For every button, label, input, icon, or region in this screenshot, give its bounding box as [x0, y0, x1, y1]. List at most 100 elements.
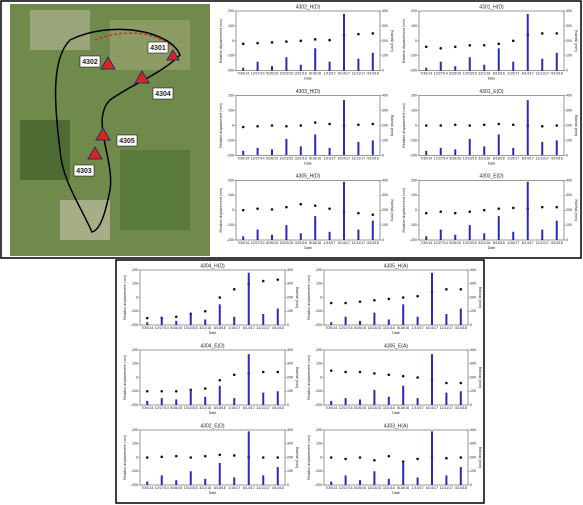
rainfall-bar [359, 400, 361, 406]
y-axis-label: Relative displacement (mm) [219, 188, 223, 233]
y-tick-label: 0 [415, 123, 417, 127]
x-tick-label: 11/11/17 [440, 326, 453, 330]
rainfall-bar [242, 68, 244, 71]
y2-tick-label: 0 [382, 153, 384, 157]
displacement-point [460, 456, 463, 459]
y-tick-label: -100 [131, 309, 138, 313]
x-tick-label: 8/18/16 [309, 156, 321, 160]
x-tick-label: 5/26/15 [266, 156, 278, 160]
x-tick-label: 5/26/15 [170, 486, 182, 490]
displacement-point [416, 295, 419, 298]
displacement-point [330, 302, 333, 305]
y2-tick-label: 300 [382, 193, 388, 197]
x-tick-label: 11/11/17 [352, 72, 365, 76]
x-axis-label: Date [304, 161, 312, 165]
y2-tick-label: 0 [470, 403, 472, 407]
x-tick-label: 3/21/16 [383, 486, 395, 490]
x-tick-label: 12/27/14 [155, 486, 169, 490]
y2-tick-label: 100 [566, 138, 572, 142]
x-tick-label: 3/21/16 [199, 486, 211, 490]
x-tick-label: 12/27/14 [155, 406, 169, 410]
rainfall-bar [556, 221, 558, 240]
x-tick-label: 11/11/17 [536, 72, 549, 76]
y-tick-label: 100 [411, 193, 417, 197]
y2-tick-label: 100 [566, 223, 572, 227]
y2-tick-label: 300 [566, 193, 572, 197]
y-tick-label: 100 [411, 109, 417, 113]
x-tick-label: 8/18/16 [397, 326, 409, 330]
rainfall-bar [373, 390, 375, 405]
y2-tick-label: 200 [470, 295, 476, 299]
chart-title: 4302_H(D) [296, 4, 321, 10]
x-tick-label: 6/14/17 [338, 72, 350, 76]
x-tick-label: 11/11/17 [257, 326, 270, 330]
rainfall-bar [460, 391, 462, 405]
displacement-point [454, 46, 457, 49]
y-tick-label: -200 [131, 483, 138, 487]
displacement-point [402, 375, 405, 378]
y2-axis-label: Rainfall (mm) [295, 367, 299, 388]
displacement-point [439, 210, 442, 213]
displacement-point [373, 372, 376, 375]
y-tick-label: 0 [320, 295, 322, 299]
displacement-point [425, 124, 428, 127]
x-tick-label: 11/11/17 [440, 406, 453, 410]
rainfall-bar [219, 304, 221, 325]
x-tick-label: 1/15/17 [228, 326, 240, 330]
map-patch [30, 10, 90, 50]
x-tick-label: 3/21/16 [199, 406, 211, 410]
y2-tick-label: 200 [382, 123, 388, 127]
rainfall-bar [343, 182, 345, 240]
y-tick-label: -200 [131, 323, 138, 327]
rainfall-bar [277, 391, 279, 405]
rainfall-bar [440, 148, 442, 155]
rainfall-bar [460, 467, 462, 485]
x-tick-label: 8/18/16 [214, 406, 226, 410]
chart-title: 4304_E(D) [200, 343, 225, 349]
rainfall-bar [330, 322, 332, 325]
y2-tick-label: 200 [287, 455, 293, 459]
x-tick-label: 6/14/17 [338, 241, 350, 245]
y2-axis-label: Rainfall (mm) [574, 115, 578, 136]
chart-title: 4301_H(D) [479, 4, 504, 10]
y2-tick-label: 200 [382, 208, 388, 212]
y2-axis-label: Rainfall (mm) [574, 199, 578, 220]
y-tick-label: 100 [316, 442, 322, 446]
y2-tick-label: 400 [470, 348, 476, 352]
y2-tick-label: 200 [382, 39, 388, 43]
displacement-point [328, 207, 331, 210]
displacement-point [445, 382, 448, 385]
displacement-point [512, 207, 515, 210]
y-tick-label: 0 [232, 123, 234, 127]
x-tick-label: 5/26/15 [170, 326, 182, 330]
displacement-point [541, 206, 544, 209]
x-tick-label: 10/23/15 [184, 326, 198, 330]
rainfall-bar [343, 14, 345, 71]
x-tick-label: 6/14/17 [338, 156, 350, 160]
y-tick-label: -200 [410, 238, 417, 242]
displacement-point [512, 40, 515, 43]
rainfall-bar [431, 354, 433, 405]
displacement-point [242, 126, 245, 129]
x-tick-label: 4/10/18 [551, 72, 563, 76]
x-tick-label: 4/10/18 [455, 486, 467, 490]
y-tick-label: 100 [316, 282, 322, 286]
x-axis-label: Date [392, 411, 400, 415]
y-axis-label: Relative displacement (mm) [123, 275, 127, 320]
rainfall-bar [469, 57, 471, 70]
x-tick-label: 8/18/16 [309, 72, 321, 76]
x-tick-label: 8/18/16 [214, 486, 226, 490]
rainfall-bar [233, 477, 235, 485]
y2-tick-label: 300 [287, 442, 293, 446]
x-tick-label: 7/30/14 [420, 241, 432, 245]
x-tick-label: 7/30/14 [141, 486, 153, 490]
rainfall-bar [233, 317, 235, 325]
rainfall-bar [372, 53, 374, 71]
rainfall-bar [314, 48, 316, 70]
displacement-point [373, 459, 376, 462]
figure: 4301 4302 4303 4304 4305 4302_H(D)-200-1… [0, 0, 583, 505]
x-tick-label: 12/27/14 [251, 72, 265, 76]
chart-title: 4301_E(D) [479, 89, 504, 95]
y-tick-label: -100 [315, 469, 322, 473]
x-tick-label: 6/14/17 [522, 156, 534, 160]
